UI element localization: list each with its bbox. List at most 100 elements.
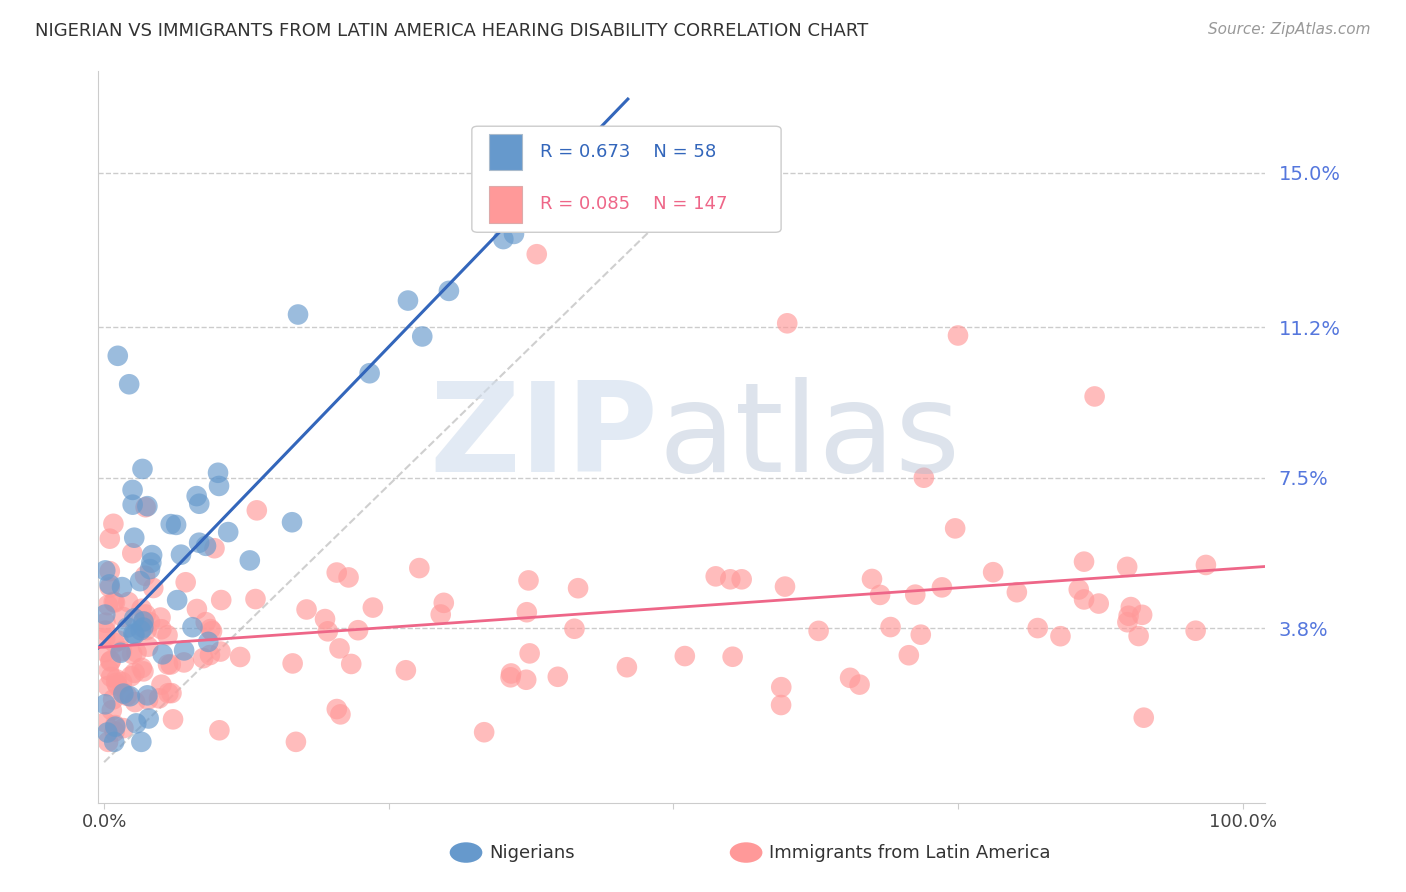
Point [519,647,541,661]
Point [103,735,125,749]
Point [848,677,870,691]
Text: R = 0.673    N = 58: R = 0.673 N = 58 [540,143,716,161]
Point [132,615,155,629]
Point [122,626,145,640]
Point [517,574,540,588]
Point [501,666,523,681]
Point [316,624,339,639]
Point [860,572,883,586]
Point [173,656,195,670]
Point [239,553,262,567]
Point [946,328,969,343]
Point [209,644,232,658]
Point [159,517,181,532]
Point [340,657,363,671]
Point [1128,629,1150,643]
Point [104,595,127,609]
Point [325,566,347,580]
Point [204,541,226,556]
Point [98,655,121,669]
Point [103,636,125,650]
Point [208,723,231,738]
Point [111,580,134,594]
Point [105,676,128,690]
Point [142,581,165,595]
Point [124,627,146,641]
Point [100,654,122,668]
Point [174,575,197,590]
Point [111,685,134,699]
Point [981,565,1004,579]
Point [156,628,179,642]
Point [912,471,935,485]
Point [186,489,208,503]
Point [245,592,267,607]
Point [807,624,830,638]
Point [121,647,143,661]
Point [188,535,211,549]
Point [181,620,204,634]
Point [149,610,172,624]
Point [112,610,135,624]
Point [94,645,117,659]
Point [198,648,221,662]
Point [200,622,222,636]
Point [718,572,741,586]
Point [207,466,229,480]
Point [124,665,146,680]
Point [1073,592,1095,607]
Point [1118,608,1140,623]
Point [217,525,239,540]
Point [139,562,162,576]
Point [186,602,208,616]
Point [770,698,793,712]
Point [1026,621,1049,635]
Point [1087,597,1109,611]
Point [1116,615,1139,630]
Point [396,293,419,308]
Point [136,692,159,706]
Point [94,607,117,622]
Point [121,483,143,497]
Point [115,689,138,703]
Text: Immigrants from Latin America: Immigrants from Latin America [769,844,1050,862]
Point [567,581,589,595]
FancyBboxPatch shape [489,134,522,170]
Point [408,561,430,575]
Point [101,703,124,717]
Text: R = 0.085    N = 147: R = 0.085 N = 147 [540,195,727,213]
Point [593,166,616,180]
Point [97,663,120,677]
Point [1067,582,1090,597]
Point [503,227,526,241]
Point [117,595,139,609]
Point [209,593,232,607]
Point [281,657,304,671]
Point [124,611,146,625]
Point [1132,711,1154,725]
Text: Source: ZipAtlas.com: Source: ZipAtlas.com [1208,22,1371,37]
Point [148,691,170,706]
Point [156,657,179,672]
Point [94,615,117,630]
Point [125,645,148,659]
Point [150,678,173,692]
Text: Nigerians: Nigerians [489,844,575,862]
Text: atlas: atlas [658,376,960,498]
Point [132,614,155,628]
Point [97,735,120,749]
Text: NIGERIAN VS IMMIGRANTS FROM LATIN AMERICA HEARING DISABILITY CORRELATION CHART: NIGERIAN VS IMMIGRANTS FROM LATIN AMERIC… [35,22,869,40]
Point [136,640,159,654]
Point [129,574,152,589]
Point [526,247,548,261]
Point [107,349,129,363]
Point [770,680,793,694]
Point [101,692,124,706]
Point [879,620,901,634]
Point [118,377,141,392]
Point [136,689,159,703]
Point [98,532,121,546]
Point [773,580,796,594]
Point [103,516,125,531]
Point [616,660,638,674]
